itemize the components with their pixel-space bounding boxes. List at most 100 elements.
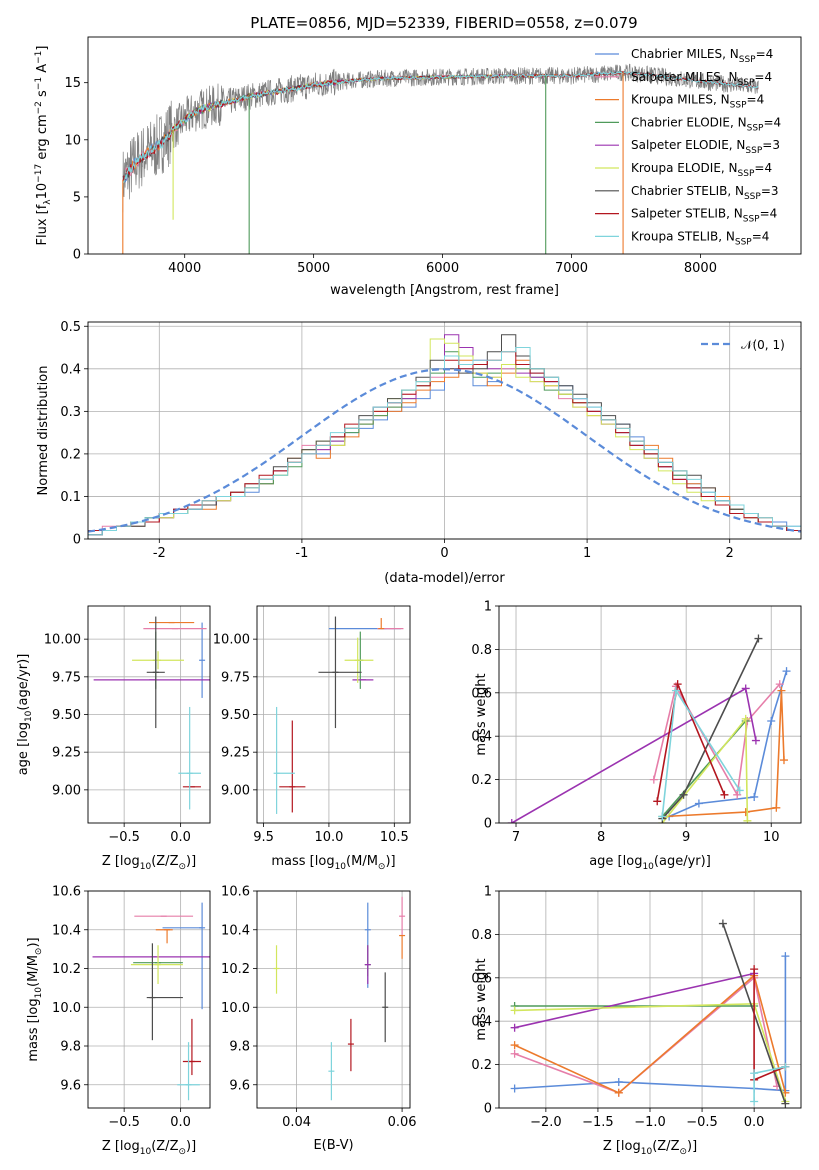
y-tick-label: 9.75 xyxy=(221,670,250,685)
x-tick-label: 8 xyxy=(597,830,605,845)
label-part: ( xyxy=(26,982,41,987)
y-tick-label: 0.5 xyxy=(60,320,81,335)
x-tick-label: 5000 xyxy=(297,261,330,276)
label-part: Z [log xyxy=(603,1139,641,1154)
weight-point xyxy=(751,736,760,745)
spectrum-data-line xyxy=(122,63,759,213)
y-axis-label: Normed distribution xyxy=(36,366,51,496)
weight-point xyxy=(614,1088,623,1097)
weight-point xyxy=(510,1049,519,1058)
y-tick-label: 9.00 xyxy=(52,783,81,798)
x-tick-label: 0 xyxy=(440,546,448,561)
label-part: Chabrier STELIB, N xyxy=(631,184,744,198)
weight-point xyxy=(777,686,786,695)
weight-point xyxy=(510,1006,519,1015)
y-axis-label: mass weight xyxy=(474,958,489,1040)
weight-point xyxy=(673,680,682,689)
y-tick-label: 0.2 xyxy=(60,447,81,462)
histogram-series xyxy=(88,338,801,539)
label-part: mass [log xyxy=(271,854,334,869)
label-part: Flux [f xyxy=(35,204,50,245)
x-tick-label: −2.0 xyxy=(530,1115,562,1130)
weight-point xyxy=(653,797,662,806)
label-part: SSP xyxy=(745,146,762,156)
x-axis-label: Z [log10(Z/Z⊙)] xyxy=(603,1139,697,1157)
weight-point xyxy=(741,684,750,693)
label-part: ⊙ xyxy=(378,862,386,872)
y-tick-label: 9.8 xyxy=(60,1040,81,1055)
legend-entry: Kroupa MILES, NSSP=4 xyxy=(631,93,764,111)
mass-vs-Z-panel: −0.5 0.09.69.810.010.210.410.6Z [log10(Z/… xyxy=(26,885,211,1157)
label-part: =4 xyxy=(752,229,770,243)
y-tick-label: 10.2 xyxy=(221,962,250,977)
legend-entry: Salpeter ELODIE, NSSP=3 xyxy=(631,138,780,156)
label-part: Chabrier MILES, N xyxy=(631,47,739,61)
weight-lines xyxy=(510,919,790,1108)
label-part: Kroupa MILES, N xyxy=(631,93,730,107)
y-tick-label: 10.0 xyxy=(221,1001,250,1016)
y-tick-label: 0.8 xyxy=(471,643,492,658)
x-axis-label: mass [log10(M/M⊙)] xyxy=(271,854,395,872)
axes-frame xyxy=(87,605,211,824)
y-tick-label: 0.4 xyxy=(471,1015,492,1030)
label-part: Kroupa ELODIE, N xyxy=(631,161,738,175)
label-part: ( xyxy=(346,854,351,869)
x-tick-label: 7000 xyxy=(555,261,588,276)
weight-point xyxy=(510,1023,519,1032)
weight-point xyxy=(733,790,742,799)
label-part: age [log xyxy=(16,722,31,775)
x-tick-label: 0.0 xyxy=(170,1115,191,1130)
x-tick-label: −0.5 xyxy=(686,1115,718,1130)
legend-entry: Salpeter STELIB, NSSP=4 xyxy=(631,207,777,225)
y-tick-label: 0.1 xyxy=(60,490,81,505)
label-part: 10 xyxy=(641,1147,653,1157)
legend-entry: 𝒩(0, 1) xyxy=(741,338,785,352)
x-tick-label: 10.5 xyxy=(380,830,409,845)
x-tick-label: 7 xyxy=(512,830,520,845)
y-tick-label: 9.50 xyxy=(52,708,81,723)
x-tick-label: 4000 xyxy=(168,261,201,276)
label-part: 10 xyxy=(35,183,50,200)
weight-point xyxy=(510,1084,519,1093)
label-part: age/yr xyxy=(659,854,701,869)
weight-point xyxy=(743,816,752,823)
residual-panel: -2 -1 0 1 2 0 0.1 0.2 0.3 0.4 0.5 𝒩(0, 1) (data-mode… xyxy=(36,320,802,586)
label-part: SSP xyxy=(744,192,761,202)
weight-series-line xyxy=(514,976,778,1094)
label-part: 10 xyxy=(140,862,152,872)
label-part: 10 xyxy=(140,1147,152,1157)
label-part: Z/Z xyxy=(156,854,178,869)
label-part: ( xyxy=(151,854,156,869)
y-tick-label: 0.6 xyxy=(471,971,492,986)
spectrum-lines xyxy=(122,63,759,254)
label-part: )] xyxy=(385,854,395,869)
y-axis-label: Flux [fλ10−17 erg cm−2 s−1 A−1] xyxy=(34,46,53,246)
y-tick-label: 9.6 xyxy=(229,1078,250,1093)
x-tick-label: 9 xyxy=(682,830,690,845)
x-axis-label: age [log10(age/yr)] xyxy=(589,854,711,872)
label-part: Salpeter ELODIE, N xyxy=(631,138,745,152)
y-tick-label: 0.4 xyxy=(471,730,492,745)
label-part: Z/Z xyxy=(657,1139,679,1154)
y-tick-label: 0.6 xyxy=(471,686,492,701)
y-tick-label: 0 xyxy=(73,248,81,263)
y-tick-label: 0.2 xyxy=(471,1058,492,1073)
label-part: =4 xyxy=(754,161,772,175)
label-part: M/M xyxy=(351,854,378,869)
label-part: ( xyxy=(16,706,31,711)
label-part: SSP xyxy=(738,78,755,88)
label-part: )] xyxy=(701,854,711,869)
figure-title: PLATE=0856, MJD=52339, FIBERID=0558, z=0… xyxy=(250,14,637,32)
weight-point xyxy=(750,1069,759,1078)
y-tick-label: 10.4 xyxy=(52,923,81,938)
x-tick-label: 10 xyxy=(763,830,780,845)
label-part: =4 xyxy=(756,47,774,61)
label-part: 10 xyxy=(24,710,34,722)
x-tick-label: -2 xyxy=(153,546,166,561)
x-axis-label: (data-model)/error xyxy=(384,571,505,586)
y-tick-label: 0 xyxy=(484,817,492,832)
y-tick-label: 9.00 xyxy=(221,783,250,798)
